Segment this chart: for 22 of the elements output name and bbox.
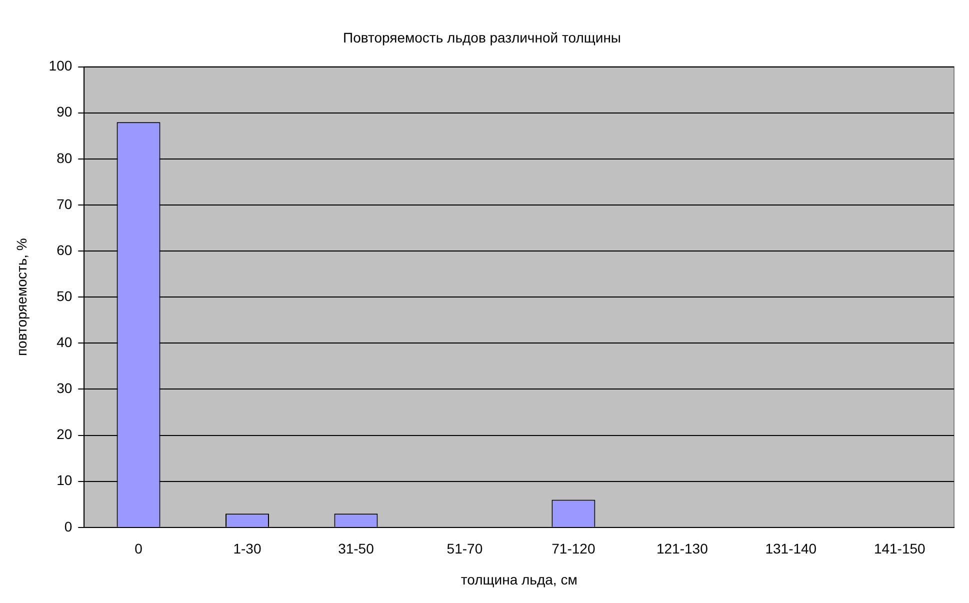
y-tick-label: 60	[56, 242, 72, 258]
x-tick-label: 51-70	[446, 540, 483, 557]
y-tick-label: 70	[56, 196, 72, 212]
y-tick-label: 10	[56, 472, 72, 488]
chart-title: Повторяемость льдов различной толщины	[343, 29, 621, 46]
x-tick-label: 121-130	[656, 540, 708, 557]
x-tick-label: 71-120	[552, 540, 596, 557]
x-axis-title: толщина льда, см	[460, 571, 578, 588]
y-tick-label: 40	[56, 334, 72, 350]
y-axis-title: повторяемость, %	[13, 238, 30, 356]
y-tick-label: 30	[56, 380, 72, 396]
x-tick-label: 141-150	[874, 540, 926, 557]
x-tick-label: 31-50	[338, 540, 374, 557]
y-tick-label: 0	[64, 518, 72, 534]
y-tick-label: 50	[56, 288, 72, 304]
y-tick-label: 90	[56, 104, 72, 120]
y-tick-label: 80	[56, 150, 72, 166]
y-tick-label: 20	[56, 426, 72, 442]
x-tick-label: 1-30	[233, 540, 262, 557]
x-tick-label: 131-140	[765, 540, 817, 557]
x-tick-label: 0	[134, 540, 143, 557]
y-tick-label: 100	[48, 58, 72, 74]
